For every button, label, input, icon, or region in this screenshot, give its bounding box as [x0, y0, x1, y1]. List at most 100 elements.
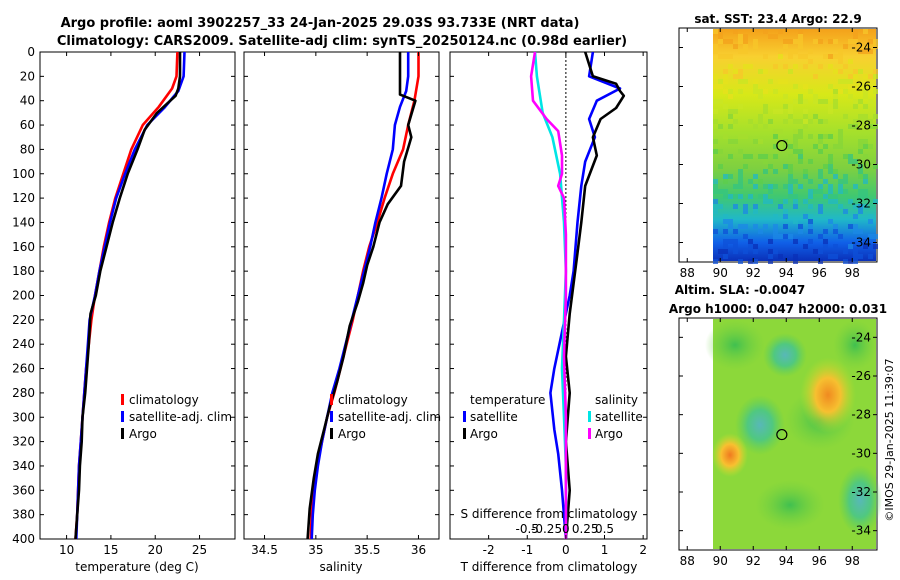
sst-pixel: [793, 129, 798, 134]
sst-pixel: [738, 79, 743, 84]
sst-pixel: [728, 39, 733, 44]
sst-pixel: [843, 154, 848, 159]
sst-pixel: [853, 184, 858, 189]
sst-pixel: [728, 174, 733, 179]
sst-pixel: [823, 144, 828, 149]
x-tick-label: 25: [192, 543, 207, 557]
sst-pixel: [738, 49, 743, 54]
depth-tick-label: 100: [12, 167, 35, 181]
sla-field: [705, 319, 882, 549]
temperature-plot-frame: [39, 51, 236, 540]
sst-pixel: [713, 84, 718, 89]
longitude-tick-label: 94: [779, 554, 794, 568]
sst-pixel: [768, 259, 773, 264]
sst-pixel: [728, 64, 733, 69]
sst-pixel: [823, 229, 828, 234]
sst-pixel: [743, 204, 748, 209]
sst-pixel: [848, 154, 853, 159]
figure-title-line1: Argo profile: aoml 3902257_33 24-Jan-202…: [61, 16, 580, 31]
sst-pixel: [718, 84, 723, 89]
sst-pixel: [803, 114, 808, 119]
sst-pixel: [713, 74, 718, 79]
sst-pixel: [818, 259, 823, 264]
x-tick-label: 34.5: [251, 543, 278, 557]
sst-pixel: [808, 119, 813, 124]
sst-pixel: [743, 224, 748, 229]
sst-pixel: [773, 184, 778, 189]
sst-pixel: [808, 189, 813, 194]
sst-pixel: [808, 214, 813, 219]
sst-pixel: [793, 199, 798, 204]
sst-pixel: [713, 139, 718, 144]
sst-pixel: [838, 184, 843, 189]
sst-pixel: [838, 144, 843, 149]
sst-pixel: [803, 99, 808, 104]
sst-pixel: [838, 59, 843, 64]
sst-pixel: [768, 189, 773, 194]
sst-pixel: [753, 249, 758, 254]
sst-pixel: [823, 54, 828, 59]
legend-swatch-salinity-argo: [588, 428, 591, 439]
sst-pixel: [763, 199, 768, 204]
sst-pixel: [783, 39, 788, 44]
sst-pixel: [863, 104, 868, 109]
sst-pixel: [738, 169, 743, 174]
x-tick-label: 15: [103, 543, 118, 557]
sst-pixel: [798, 154, 803, 159]
sst-pixel: [773, 144, 778, 149]
sst-pixel: [798, 134, 803, 139]
sst-pixel: [813, 114, 818, 119]
sst-pixel: [783, 184, 788, 189]
sst-pixel: [813, 74, 818, 79]
salinity-difference-tick-label: 0: [562, 522, 570, 536]
sst-pixel: [783, 64, 788, 69]
sst-pixel: [773, 229, 778, 234]
sst-pixel: [733, 74, 738, 79]
sst-pixel: [778, 49, 783, 54]
longitude-tick-label: 96: [812, 266, 827, 280]
sla-map-title-line1: Altim. SLA: -0.0047: [675, 283, 806, 297]
sst-pixel: [788, 54, 793, 59]
sst-pixel: [718, 79, 723, 84]
depth-tick-label: 380: [12, 508, 35, 522]
sst-pixel: [763, 104, 768, 109]
sst-pixel: [773, 129, 778, 134]
sst-pixel: [848, 79, 853, 84]
sst-pixel: [853, 84, 858, 89]
sst-pixel: [858, 99, 863, 104]
sst-pixel: [723, 249, 728, 254]
sst-pixel: [798, 119, 803, 124]
sla-map-title-line2: Argo h1000: 0.047 h2000: 0.031: [669, 302, 887, 316]
sst-pixel: [868, 124, 873, 129]
sst-pixel: [833, 54, 838, 59]
sst-pixel: [828, 184, 833, 189]
sst-pixel: [823, 164, 828, 169]
sst-pixel: [838, 49, 843, 54]
sst-pixel: [778, 199, 783, 204]
sst-pixel: [738, 174, 743, 179]
sst-pixel: [863, 139, 868, 144]
sst-pixel: [733, 194, 738, 199]
sst-pixel: [828, 164, 833, 169]
sst-pixel: [738, 224, 743, 229]
sst-pixel: [713, 49, 718, 54]
sst-pixel: [768, 254, 773, 259]
sst-pixel: [838, 134, 843, 139]
sst-pixel: [783, 144, 788, 149]
legend-swatch-argo: [121, 428, 124, 439]
latitude-tick-label: -28: [851, 408, 871, 422]
sla-field-blob: [735, 395, 785, 455]
sst-pixel: [828, 189, 833, 194]
sst-pixel: [813, 99, 818, 104]
sst-pixel: [783, 44, 788, 49]
sst-pixel: [728, 194, 733, 199]
sst-pixel: [818, 174, 823, 179]
sst-pixel: [728, 239, 733, 244]
sst-pixel: [713, 109, 718, 114]
depth-tick-label: 120: [12, 191, 35, 205]
salinity-plot-frame: [243, 51, 440, 540]
sst-pixel: [853, 39, 858, 44]
sst-pixel: [798, 149, 803, 154]
sst-pixel: [763, 194, 768, 199]
sst-pixel: [838, 204, 843, 209]
